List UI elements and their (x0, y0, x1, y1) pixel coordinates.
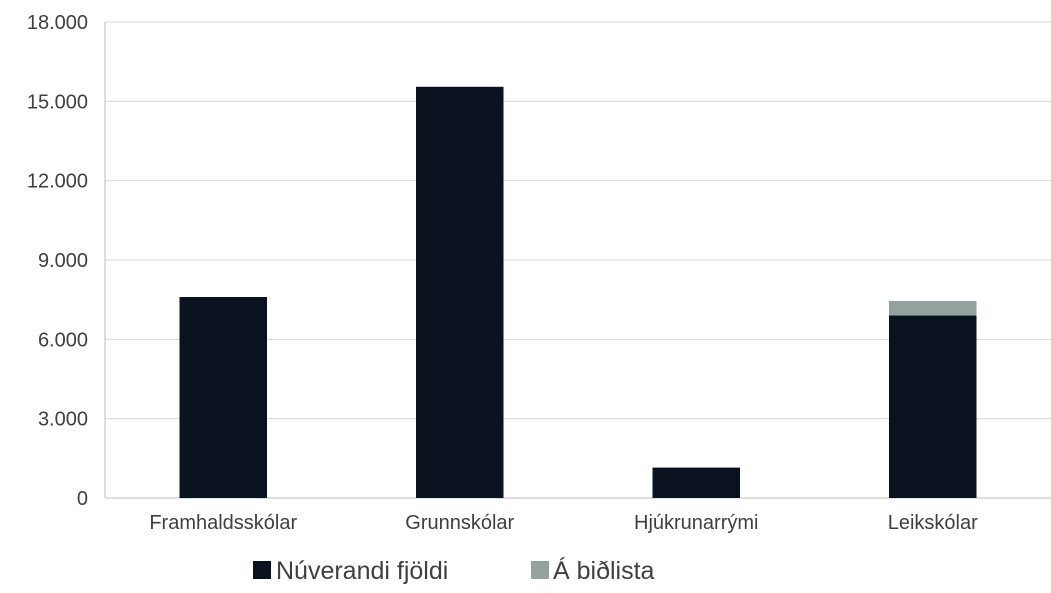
y-tick-label: 3.000 (38, 409, 88, 431)
x-tick-label: Leikskólar (888, 512, 978, 534)
legend: Núverandi fjöldi Á biðlista (253, 556, 655, 585)
x-tick-label: Grunnskólar (405, 512, 514, 534)
legend-swatch (531, 561, 549, 579)
bar-current (415, 86, 504, 499)
y-tick-label: 18.000 (27, 12, 88, 34)
bar-current (179, 297, 268, 498)
x-tick-label: Hjúkrunarrými (634, 512, 758, 534)
y-tick-label: 6.000 (38, 329, 88, 351)
bars (179, 86, 977, 499)
y-axis-tick-labels: 0 3.000 6.000 9.000 12.000 15.000 18.000 (27, 12, 88, 510)
y-tick-label: 0 (77, 488, 88, 510)
legend-swatch (253, 561, 271, 579)
x-axis-tick-labels: Framhaldsskólar Grunnskólar Hjúkrunarrými L… (149, 512, 978, 534)
bar-waitlist (888, 300, 977, 316)
legend-label: Núverandi fjöldi (276, 557, 448, 585)
x-tick-label: Framhaldsskólar (149, 512, 297, 534)
bar-current (888, 315, 977, 498)
bar-current (652, 467, 741, 498)
legend-label: Á biðlista (553, 556, 655, 585)
y-tick-label: 9.000 (38, 250, 88, 272)
y-tick-label: 15.000 (27, 91, 88, 113)
y-tick-label: 12.000 (27, 171, 88, 193)
